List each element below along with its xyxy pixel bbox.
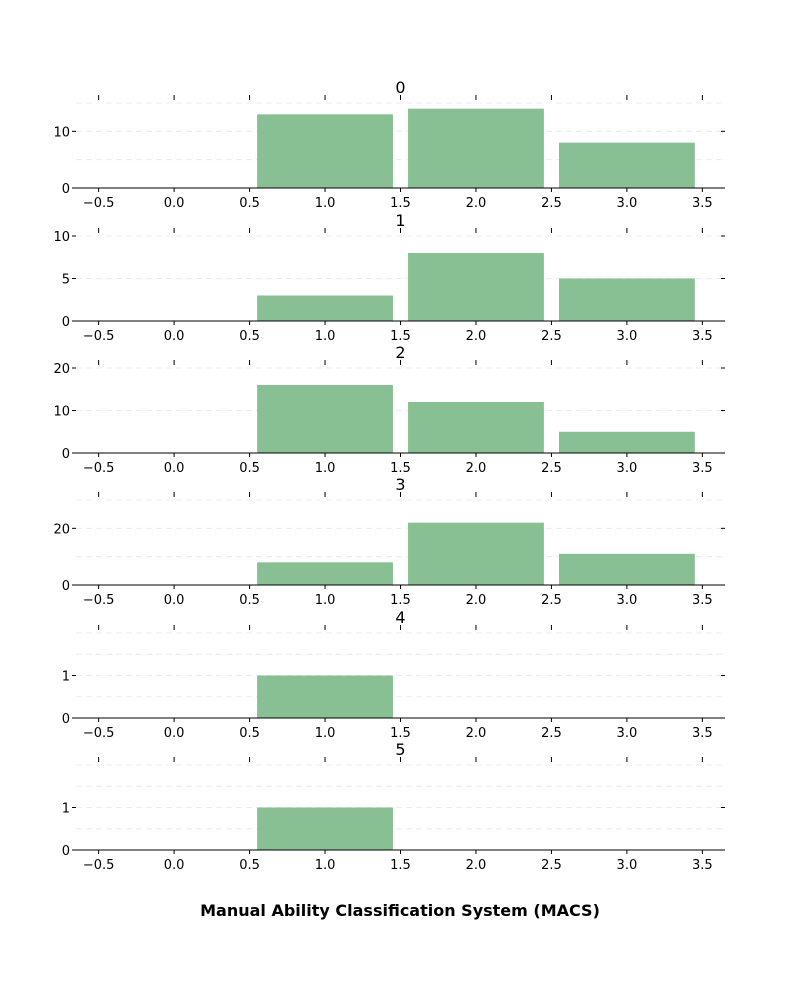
x-tick-label: 3.0	[617, 196, 638, 211]
x-tick-label: 0.0	[164, 593, 185, 608]
x-tick-label: 2.0	[466, 593, 487, 608]
x-tick-label: 0.5	[239, 726, 260, 741]
panel-5: −0.5 0.0 0.5 1.0 1.5 2.0 2.5 3.0 3.5 0 1 5	[62, 740, 725, 873]
x-tick-label: 1.0	[315, 329, 336, 344]
panel-2: −0.5 0.0 0.5 1.0 1.5 2.0 2.5 3.0 3.5 0 10 20 2	[53, 343, 725, 476]
x-tick-label: 2.5	[541, 726, 562, 741]
x-axis-label: Manual Ability Classification System (MA…	[200, 901, 600, 920]
bar	[408, 108, 544, 188]
bar	[257, 385, 393, 453]
x-tick-label: 2.0	[466, 461, 487, 476]
y-tick-label: 0	[62, 182, 70, 197]
panel-title: 1	[395, 211, 405, 230]
y-tick-label: 20	[53, 362, 70, 377]
x-tick-label: 0.5	[239, 329, 260, 344]
x-tick-label: −0.5	[83, 858, 115, 873]
x-tick-label: 1.0	[315, 858, 336, 873]
panel-title: 0	[395, 78, 405, 97]
bar	[558, 431, 695, 453]
panel-title: 4	[395, 608, 405, 627]
y-tick-label: 0	[62, 712, 70, 727]
x-tick-label: 2.5	[541, 593, 562, 608]
bar	[257, 675, 393, 718]
y-tick-label: 0	[62, 447, 70, 462]
panel-title: 3	[395, 475, 405, 494]
x-tick-label: 0.0	[164, 196, 185, 211]
x-tick-label: 0.0	[164, 461, 185, 476]
x-tick-label: 1.0	[315, 196, 336, 211]
x-tick-label: 1.5	[390, 726, 411, 741]
x-tick-label: 2.5	[541, 858, 562, 873]
x-tick-label: 2.0	[466, 196, 487, 211]
bar	[257, 807, 393, 850]
bar	[257, 562, 393, 585]
x-tick-label: −0.5	[83, 726, 115, 741]
x-tick-label: 3.5	[692, 196, 713, 211]
bar	[408, 253, 544, 321]
bar	[408, 402, 544, 453]
panel-0: −0.5 0.0 0.5 1.0 1.5 2.0 2.5 3.0 3.5 0 10 0	[53, 78, 725, 211]
x-tick-label: 0.5	[239, 196, 260, 211]
bar	[257, 295, 393, 321]
x-tick-label: 0.0	[164, 726, 185, 741]
x-tick-label: 3.0	[617, 329, 638, 344]
panel-4: −0.5 0.0 0.5 1.0 1.5 2.0 2.5 3.0 3.5 0 1 4	[62, 608, 725, 741]
x-tick-label: 2.5	[541, 329, 562, 344]
panel-title: 2	[395, 343, 405, 362]
panel-1: −0.5 0.0 0.5 1.0 1.5 2.0 2.5 3.0 3.5 0 5 10 1	[53, 211, 725, 344]
y-tick-label: 10	[53, 405, 70, 420]
x-tick-label: 0.5	[239, 461, 260, 476]
panel-3: −0.5 0.0 0.5 1.0 1.5 2.0 2.5 3.0 3.5 0 20 3	[53, 475, 725, 608]
x-tick-label: 0.5	[239, 593, 260, 608]
x-tick-label: 0.0	[164, 329, 185, 344]
x-tick-label: 3.5	[692, 461, 713, 476]
x-tick-label: 1.0	[315, 461, 336, 476]
x-tick-label: 3.0	[617, 461, 638, 476]
x-tick-label: 3.0	[617, 726, 638, 741]
x-tick-label: 2.0	[466, 726, 487, 741]
bar	[408, 522, 544, 585]
panel-title: 5	[395, 740, 405, 759]
bar	[257, 114, 393, 188]
y-tick-label: 1	[62, 802, 70, 817]
y-tick-label: 0	[62, 315, 70, 330]
bar	[558, 278, 695, 321]
x-tick-label: 3.0	[617, 593, 638, 608]
x-tick-label: 0.0	[164, 858, 185, 873]
y-tick-label: 10	[53, 125, 70, 140]
x-tick-label: 1.5	[390, 593, 411, 608]
x-tick-label: 1.5	[390, 858, 411, 873]
x-tick-label: 3.5	[692, 329, 713, 344]
x-tick-label: −0.5	[83, 329, 115, 344]
x-tick-label: 3.5	[692, 858, 713, 873]
x-tick-label: 2.5	[541, 461, 562, 476]
y-tick-label: 0	[62, 579, 70, 594]
x-tick-label: 2.0	[466, 329, 487, 344]
x-tick-label: −0.5	[83, 593, 115, 608]
x-tick-label: 3.0	[617, 858, 638, 873]
x-tick-label: 1.0	[315, 726, 336, 741]
bar	[558, 142, 695, 188]
x-tick-label: 3.5	[692, 593, 713, 608]
x-tick-label: 1.5	[390, 196, 411, 211]
x-tick-label: 2.5	[541, 196, 562, 211]
x-tick-label: −0.5	[83, 461, 115, 476]
x-tick-label: 1.5	[390, 329, 411, 344]
bar	[558, 553, 695, 585]
y-tick-label: 20	[53, 522, 70, 537]
x-tick-label: 3.5	[692, 726, 713, 741]
y-tick-label: 1	[62, 670, 70, 685]
x-tick-label: 2.0	[466, 858, 487, 873]
y-tick-label: 0	[62, 844, 70, 859]
y-tick-label: 5	[62, 273, 70, 288]
x-tick-label: 1.5	[390, 461, 411, 476]
x-tick-label: −0.5	[83, 196, 115, 211]
y-tick-label: 10	[53, 230, 70, 245]
x-tick-label: 1.0	[315, 593, 336, 608]
x-tick-label: 0.5	[239, 858, 260, 873]
